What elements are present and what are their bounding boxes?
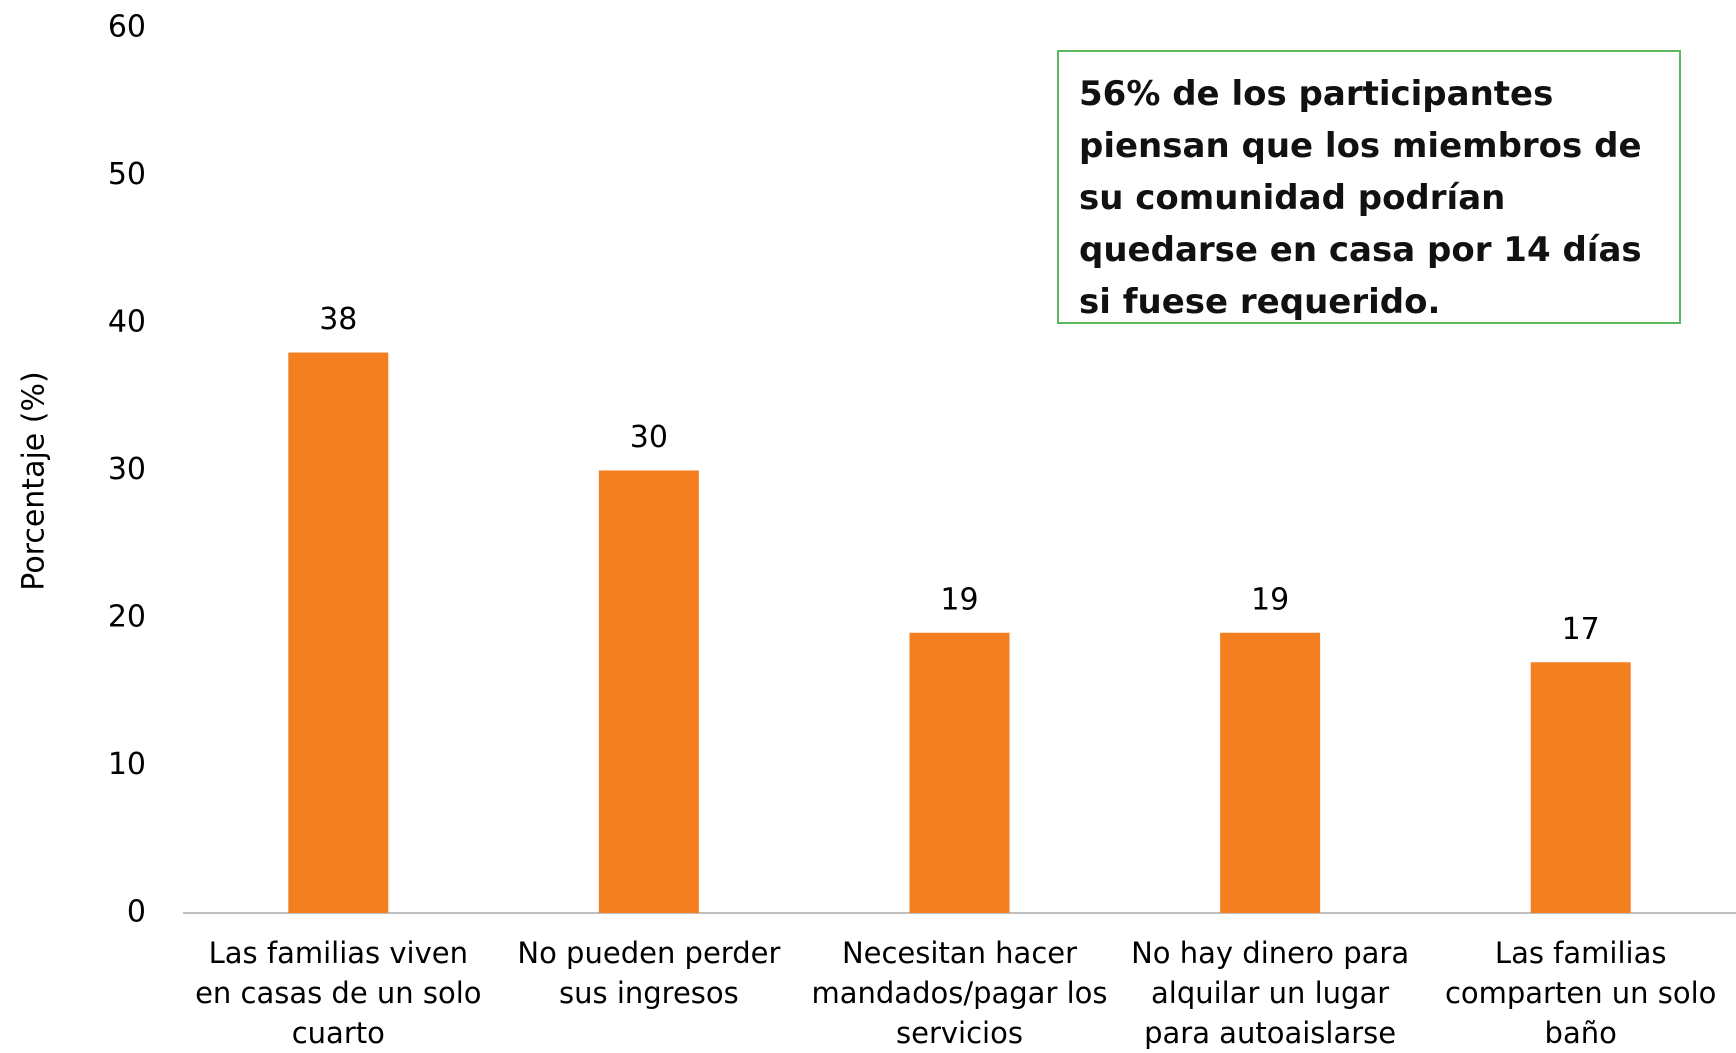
data-label: 38 xyxy=(319,302,357,337)
y-tick-label: 10 xyxy=(108,747,146,782)
x-tick-label: No hay dinero para alquilar un lugar par… xyxy=(1131,936,1410,1050)
x-tick-label: Las familias viven en casas de un solo c… xyxy=(195,936,482,1050)
bar xyxy=(909,632,1010,913)
y-tick-label: 60 xyxy=(108,10,146,45)
bar xyxy=(288,352,389,913)
y-axis-label: Porcentaje (%) xyxy=(17,371,52,590)
y-tick-label: 40 xyxy=(108,305,146,340)
x-tick-label: Las familias comparten un solo baño xyxy=(1444,936,1717,1050)
bar xyxy=(1530,662,1631,913)
annotation: 56% de los participantes piensan que los… xyxy=(1057,50,1681,324)
y-tick-label: 50 xyxy=(108,157,146,192)
x-tick-label: No pueden perder sus ingresos xyxy=(517,936,781,1010)
data-label: 19 xyxy=(1251,582,1289,617)
bar xyxy=(598,470,699,913)
y-tick-label: 20 xyxy=(108,600,146,635)
data-label: 17 xyxy=(1562,612,1600,647)
y-tick-label: 30 xyxy=(108,452,146,487)
y-tick-label: 0 xyxy=(127,895,146,930)
data-label: 30 xyxy=(630,420,668,455)
bar xyxy=(1220,632,1321,913)
data-label: 19 xyxy=(940,582,978,617)
x-tick-label: Necesitan hacer mandados/pagar los servi… xyxy=(811,936,1108,1050)
